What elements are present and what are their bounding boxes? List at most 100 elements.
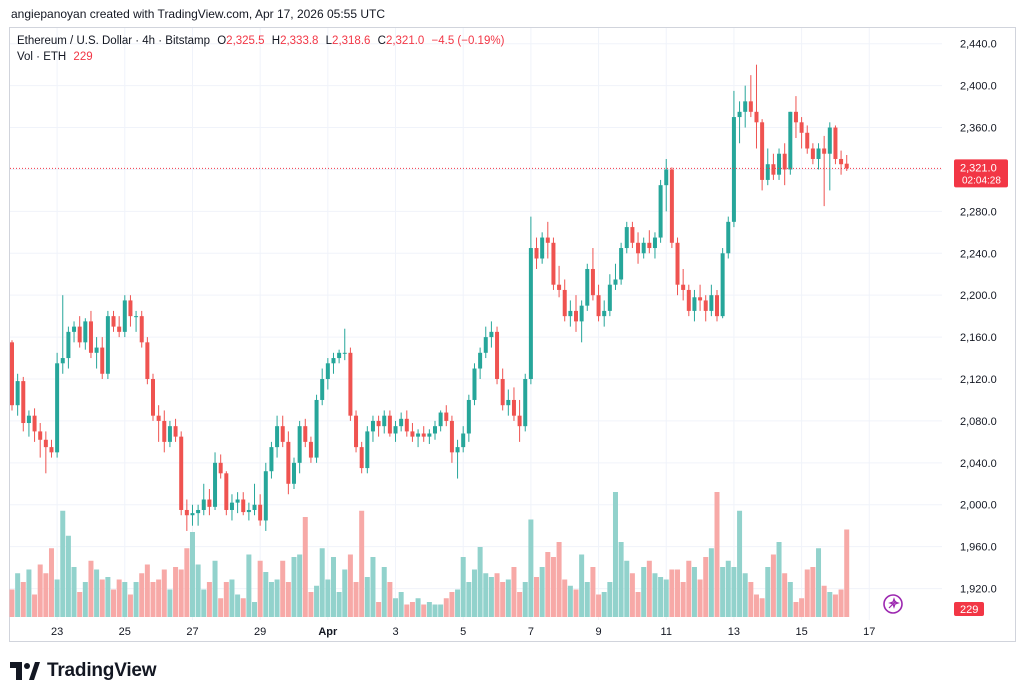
candle bbox=[568, 300, 573, 327]
candle-body bbox=[32, 415, 37, 432]
volume-label[interactable]: Vol · ETH bbox=[17, 51, 67, 63]
candle bbox=[348, 347, 353, 421]
time-tick-label: Apr bbox=[318, 626, 338, 638]
volume-bar bbox=[483, 573, 489, 617]
candle-body bbox=[308, 441, 313, 458]
time-tick-label: 29 bbox=[254, 626, 266, 638]
candle bbox=[692, 289, 697, 322]
price-tick-label: 2,400.0 bbox=[960, 81, 997, 93]
candle-body bbox=[280, 426, 285, 442]
volume-bar bbox=[37, 564, 43, 617]
candle-body bbox=[574, 310, 578, 322]
candle-body bbox=[348, 352, 353, 416]
candle bbox=[258, 494, 263, 526]
candle-body bbox=[461, 433, 466, 448]
candle-body bbox=[777, 153, 782, 175]
candle bbox=[788, 111, 793, 175]
candle bbox=[720, 248, 725, 319]
volume-bar bbox=[449, 592, 455, 617]
open-label: O bbox=[217, 35, 227, 47]
volume-bar bbox=[658, 577, 664, 617]
volume-tag: 229 bbox=[954, 602, 984, 616]
candle bbox=[731, 90, 736, 228]
price-tick-label: 2,120.0 bbox=[960, 374, 997, 386]
candle bbox=[179, 431, 184, 516]
volume-bar bbox=[466, 582, 472, 617]
candle-body bbox=[675, 242, 680, 285]
candle-body bbox=[297, 426, 302, 463]
candle-body bbox=[26, 415, 31, 424]
candle bbox=[444, 405, 449, 427]
volume-bar bbox=[150, 582, 156, 617]
volume-bar bbox=[156, 579, 162, 617]
candle-body bbox=[111, 316, 116, 327]
candle-body bbox=[359, 447, 364, 469]
tradingview-logo[interactable]: TradingView bbox=[10, 660, 157, 682]
time-tick-label: 25 bbox=[119, 626, 131, 638]
volume-bar bbox=[562, 579, 568, 617]
volume-bar bbox=[139, 573, 145, 617]
candle bbox=[822, 135, 827, 207]
volume-bar bbox=[838, 589, 844, 617]
price-tick-label: 2,040.0 bbox=[960, 458, 997, 470]
current-price-value: 2,321.0 bbox=[960, 162, 997, 174]
volume-bar bbox=[601, 592, 607, 617]
candle-body bbox=[342, 352, 347, 354]
volume-bar bbox=[629, 573, 635, 617]
candle bbox=[286, 431, 291, 495]
candle-body bbox=[179, 436, 184, 510]
volume-bar bbox=[539, 567, 545, 617]
candle bbox=[269, 441, 274, 479]
volume-bar bbox=[782, 573, 788, 617]
volume-bar bbox=[432, 604, 438, 617]
candle-body bbox=[478, 352, 483, 369]
candle bbox=[325, 358, 330, 390]
volume-bar bbox=[297, 554, 303, 617]
volume-bar bbox=[511, 567, 517, 617]
candle-body bbox=[788, 111, 793, 170]
candle bbox=[703, 295, 708, 322]
candle bbox=[641, 237, 646, 259]
candle bbox=[517, 399, 522, 442]
candle bbox=[235, 492, 240, 514]
volume-tag-value: 229 bbox=[960, 604, 978, 616]
candle bbox=[630, 221, 635, 249]
volume-bar bbox=[393, 598, 399, 617]
candle-body bbox=[692, 297, 697, 311]
candle bbox=[748, 75, 753, 118]
candle-body bbox=[404, 418, 409, 432]
candle bbox=[370, 415, 375, 442]
candle bbox=[765, 148, 770, 186]
candle bbox=[66, 326, 71, 369]
chart-credit: angiepanoyan created with TradingView.co… bbox=[11, 7, 386, 21]
candle-body bbox=[827, 127, 832, 154]
candle-body bbox=[94, 347, 99, 353]
candle bbox=[218, 454, 223, 479]
volume-bar bbox=[720, 567, 726, 617]
candle bbox=[449, 415, 454, 463]
candle-body bbox=[630, 227, 635, 243]
volume-bar bbox=[184, 548, 190, 617]
candle bbox=[613, 263, 618, 290]
volume-bar bbox=[240, 598, 246, 617]
candle-body bbox=[698, 297, 703, 301]
volume-bars bbox=[9, 492, 850, 617]
candle-body bbox=[365, 431, 370, 469]
candle bbox=[777, 148, 782, 180]
candle-body bbox=[624, 227, 629, 249]
candle bbox=[342, 328, 347, 361]
candle bbox=[241, 492, 246, 516]
candle-body bbox=[810, 148, 815, 159]
symbol-label[interactable]: Ethereum / U.S. Dollar · 4h · Bitstamp bbox=[17, 35, 211, 47]
candle bbox=[833, 125, 838, 165]
volume-bar bbox=[596, 594, 602, 617]
close-value: 2,321.0 bbox=[385, 35, 425, 47]
sparkle-icon[interactable] bbox=[883, 594, 903, 614]
volume-bar bbox=[32, 594, 38, 617]
volume-bar bbox=[330, 557, 336, 617]
volume-bar bbox=[201, 589, 207, 617]
candle bbox=[540, 232, 545, 264]
volume-bar bbox=[421, 604, 427, 617]
candle-body bbox=[720, 253, 725, 317]
